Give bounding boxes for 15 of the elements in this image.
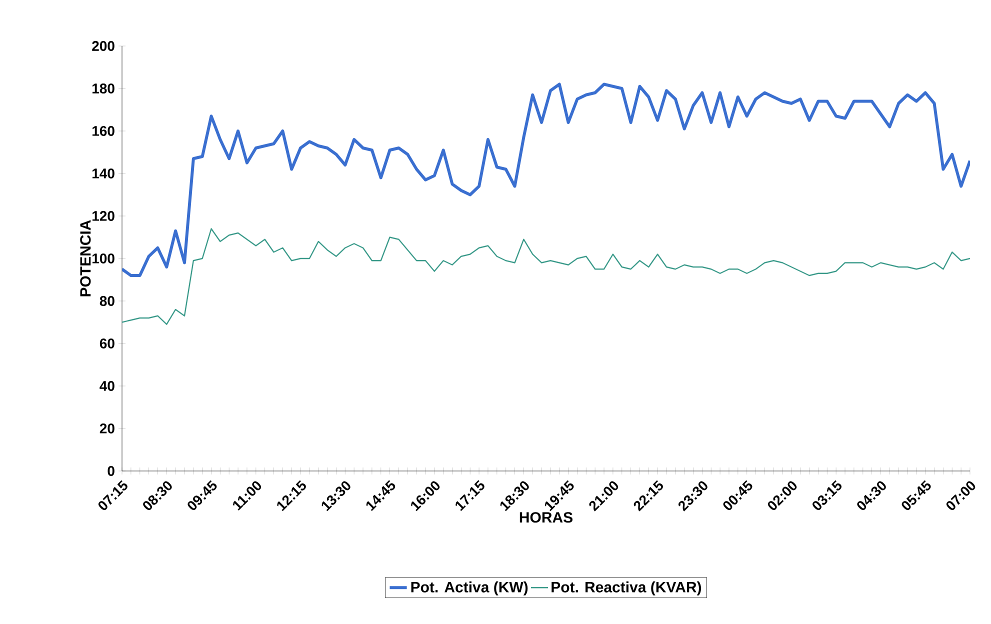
legend-label: Pot. Reactiva (KVAR) <box>552 581 702 596</box>
y-tick-label: 100 <box>92 254 114 264</box>
y-tick-label: 0 <box>108 466 114 476</box>
y-tick-label: 40 <box>100 381 114 391</box>
x-axis-title: HORAS <box>520 512 572 523</box>
y-tick-label: 20 <box>100 424 114 434</box>
legend-label: Pot. Activa (KW) <box>411 581 528 596</box>
y-tick-label: 80 <box>100 296 114 306</box>
y-tick-label: 200 <box>92 41 114 51</box>
y-tick-label: 60 <box>100 338 114 348</box>
y-tick-label: 140 <box>92 168 114 178</box>
y-tick-label: 180 <box>92 84 114 94</box>
y-axis-title: POTENCIA <box>80 220 91 296</box>
y-tick-label: 120 <box>92 211 114 221</box>
y-tick-label: 160 <box>92 126 114 136</box>
